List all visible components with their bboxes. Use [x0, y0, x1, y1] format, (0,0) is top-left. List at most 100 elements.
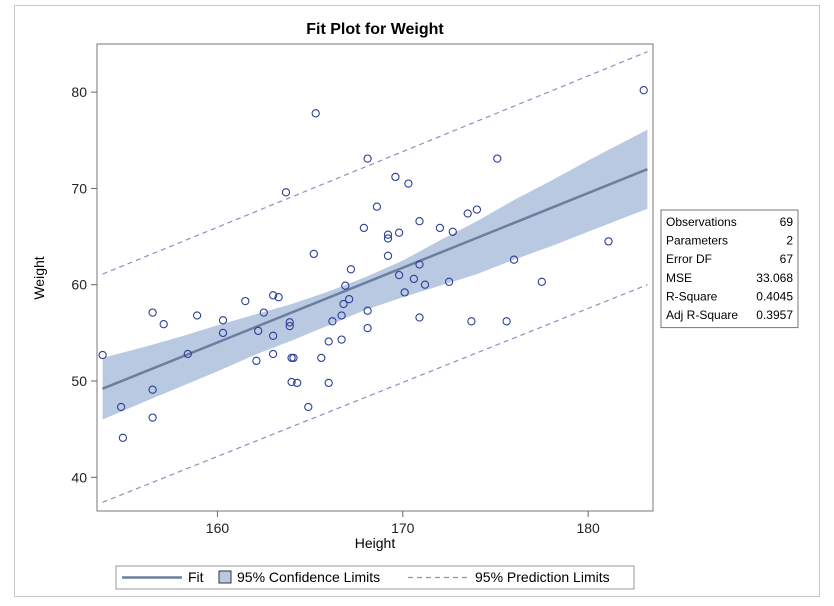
scatter-point	[444, 277, 454, 286]
confidence-band-layer	[102, 129, 648, 420]
stats-value: 2	[786, 234, 793, 248]
y-tick-label: 50	[71, 373, 87, 389]
scatter-point	[400, 288, 409, 297]
stats-label: R-Square	[666, 289, 718, 303]
scatter-point	[359, 223, 369, 233]
scatter-point	[604, 237, 613, 246]
scatter-point	[537, 277, 546, 286]
x-axis-label: Height	[355, 535, 396, 551]
scatter-point	[328, 317, 337, 326]
x-tick-label: 180	[576, 520, 600, 536]
scatter-point	[363, 306, 372, 315]
scatter-point	[493, 154, 502, 163]
scatter-point	[324, 337, 333, 346]
scatter-point	[346, 265, 356, 274]
prediction-limit-upper	[102, 51, 648, 275]
scatter-point	[344, 295, 354, 304]
y-tick-label: 60	[71, 277, 87, 293]
scatter-point	[274, 293, 283, 302]
scatter-point	[218, 316, 228, 325]
scatter-point	[287, 377, 296, 387]
scatter-point	[337, 335, 346, 344]
y-tick-label: 70	[71, 180, 87, 196]
scatter-point	[317, 353, 326, 363]
scatter-point	[289, 353, 298, 363]
legend-border	[115, 565, 635, 590]
scatter-point	[241, 296, 250, 306]
scatter-point	[435, 223, 445, 233]
scatter-point	[394, 270, 404, 280]
stats-value: 0.3957	[756, 308, 793, 322]
scatter-points-layer	[98, 86, 648, 442]
scatter-point	[639, 86, 648, 95]
fit-line	[102, 168, 648, 390]
scatter-point	[415, 260, 424, 269]
scatter-point	[268, 291, 278, 300]
scatter-point	[259, 308, 268, 317]
legend: Fit 95% Confidence Limits 95% Prediction L…	[115, 565, 635, 590]
scatter-point	[148, 308, 157, 317]
legend-label-fit: Fit	[188, 569, 204, 585]
scatter-point	[148, 385, 157, 394]
scatter-point	[116, 402, 126, 412]
prediction-limit-lower	[102, 284, 648, 503]
stats-label: Parameters	[666, 234, 728, 248]
scatter-point	[467, 317, 476, 326]
scatter-point	[420, 280, 430, 289]
legend-label-prediction: 95% Prediction Limits	[475, 569, 610, 585]
scatter-point	[252, 356, 261, 365]
scatter-point	[268, 331, 278, 340]
confidence-band	[102, 129, 648, 420]
scatter-point	[293, 378, 302, 388]
scatter-point	[363, 154, 372, 163]
scatter-point	[304, 402, 313, 412]
scatter-point	[409, 274, 419, 284]
scatter-point	[383, 251, 393, 260]
stats-value: 0.4045	[756, 289, 793, 303]
x-tick-label: 160	[206, 520, 230, 536]
scatter-point	[415, 217, 424, 226]
scatter-point	[463, 209, 472, 218]
scatter-point	[183, 349, 192, 359]
stats-table-border	[660, 209, 799, 329]
legend-confidence-swatch	[218, 570, 232, 584]
scatter-point	[98, 350, 107, 360]
stats-label: MSE	[666, 271, 692, 285]
stats-value: 69	[780, 215, 794, 229]
stats-value: 67	[780, 252, 794, 266]
stats-value: 33.068	[756, 271, 793, 285]
scatter-point	[285, 321, 294, 331]
y-tick-label: 80	[71, 84, 87, 100]
stats-label: Adj R-Square	[666, 308, 738, 322]
plot-area-border	[96, 43, 654, 512]
y-tick-label: 40	[71, 469, 87, 485]
scatter-point	[337, 311, 346, 320]
stats-label: Error DF	[666, 252, 712, 266]
scatter-point	[394, 228, 404, 237]
stats-label: Observations	[666, 215, 737, 229]
scatter-point	[339, 299, 348, 309]
legend-label-confidence: 95% Confidence Limits	[237, 569, 380, 585]
scatter-point	[218, 328, 228, 338]
scatter-point	[372, 202, 382, 211]
scatter-point	[159, 320, 168, 329]
fit-line-layer	[102, 168, 648, 390]
scatter-point	[502, 317, 511, 326]
x-tick-label: 170	[391, 520, 415, 536]
scatter-point	[148, 413, 157, 422]
scatter-point	[448, 227, 457, 236]
scatter-point	[118, 433, 128, 442]
scatter-point	[254, 326, 263, 336]
scatter-point	[341, 281, 350, 290]
scatter-point	[268, 349, 278, 359]
scatter-point	[309, 249, 318, 259]
y-axis-label: Weight	[31, 256, 47, 299]
scatter-point	[391, 172, 400, 182]
scatter-point	[311, 109, 320, 118]
scatter-point	[509, 255, 519, 264]
scatter-point	[383, 230, 393, 239]
scatter-point	[415, 313, 424, 322]
scatter-point	[472, 205, 482, 214]
scatter-point	[324, 378, 333, 388]
